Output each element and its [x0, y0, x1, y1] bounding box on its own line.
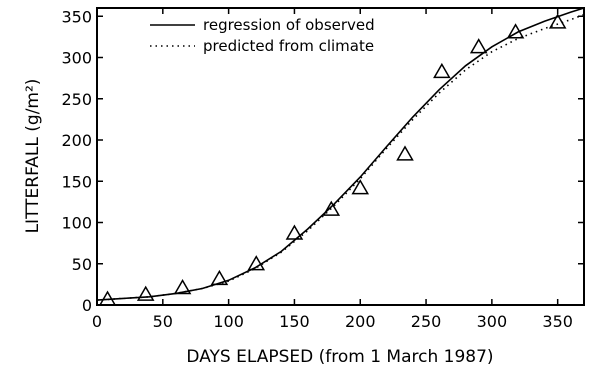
x-axis: 0 50 100 150 200 250 300 350	[92, 8, 573, 331]
x-tick-label: 0	[92, 312, 102, 331]
plot-frame	[96, 7, 585, 306]
y-tick-label: 0	[82, 296, 92, 315]
x-tick-label: 350	[542, 312, 573, 331]
y-tick-label: 300	[61, 49, 92, 68]
x-tick-label: 150	[279, 312, 310, 331]
y-tick-label: 100	[61, 214, 92, 233]
observed-triangle-marker	[548, 13, 567, 29]
plot-area	[96, 7, 585, 306]
predicted-from-climate-line	[96, 13, 585, 301]
observed-triangle-marker	[322, 200, 341, 216]
observed-triangle-marker	[285, 224, 304, 240]
y-axis: 0 50 100 150 200 250 300 350	[61, 7, 584, 315]
y-axis-title: LITTERFALL (g/m²)	[23, 79, 43, 234]
x-axis-title: DAYS ELAPSED (from 1 March 1987)	[186, 347, 493, 367]
y-tick-label: 350	[61, 7, 92, 26]
y-tick-label: 50	[72, 255, 92, 274]
observed-triangle-marker	[210, 269, 229, 286]
legend-label-predicted: predicted from climate	[203, 37, 374, 55]
observed-triangle-marker	[247, 255, 266, 271]
y-tick-label: 250	[61, 90, 92, 109]
observed-triangle-marker	[173, 278, 192, 295]
observed-triangle-marker	[136, 285, 155, 301]
observed-triangle-marker	[469, 38, 488, 54]
legend: regression of observed predicted from cl…	[150, 16, 375, 55]
observed-triangle-marker	[506, 23, 525, 39]
x-tick-label: 100	[213, 312, 244, 331]
observed-triangle-marker	[433, 62, 451, 79]
y-tick-label: 200	[61, 131, 92, 150]
observed-triangle-marker	[396, 145, 414, 161]
x-tick-label: 200	[345, 312, 376, 331]
y-tick-label: 150	[61, 172, 92, 191]
observed-triangle-marker	[351, 179, 370, 195]
x-tick-label: 50	[153, 312, 173, 331]
x-tick-label: 250	[411, 312, 442, 331]
legend-label-regression: regression of observed	[203, 16, 375, 34]
observed-triangle-marker	[98, 290, 117, 306]
x-tick-label: 300	[477, 312, 508, 331]
